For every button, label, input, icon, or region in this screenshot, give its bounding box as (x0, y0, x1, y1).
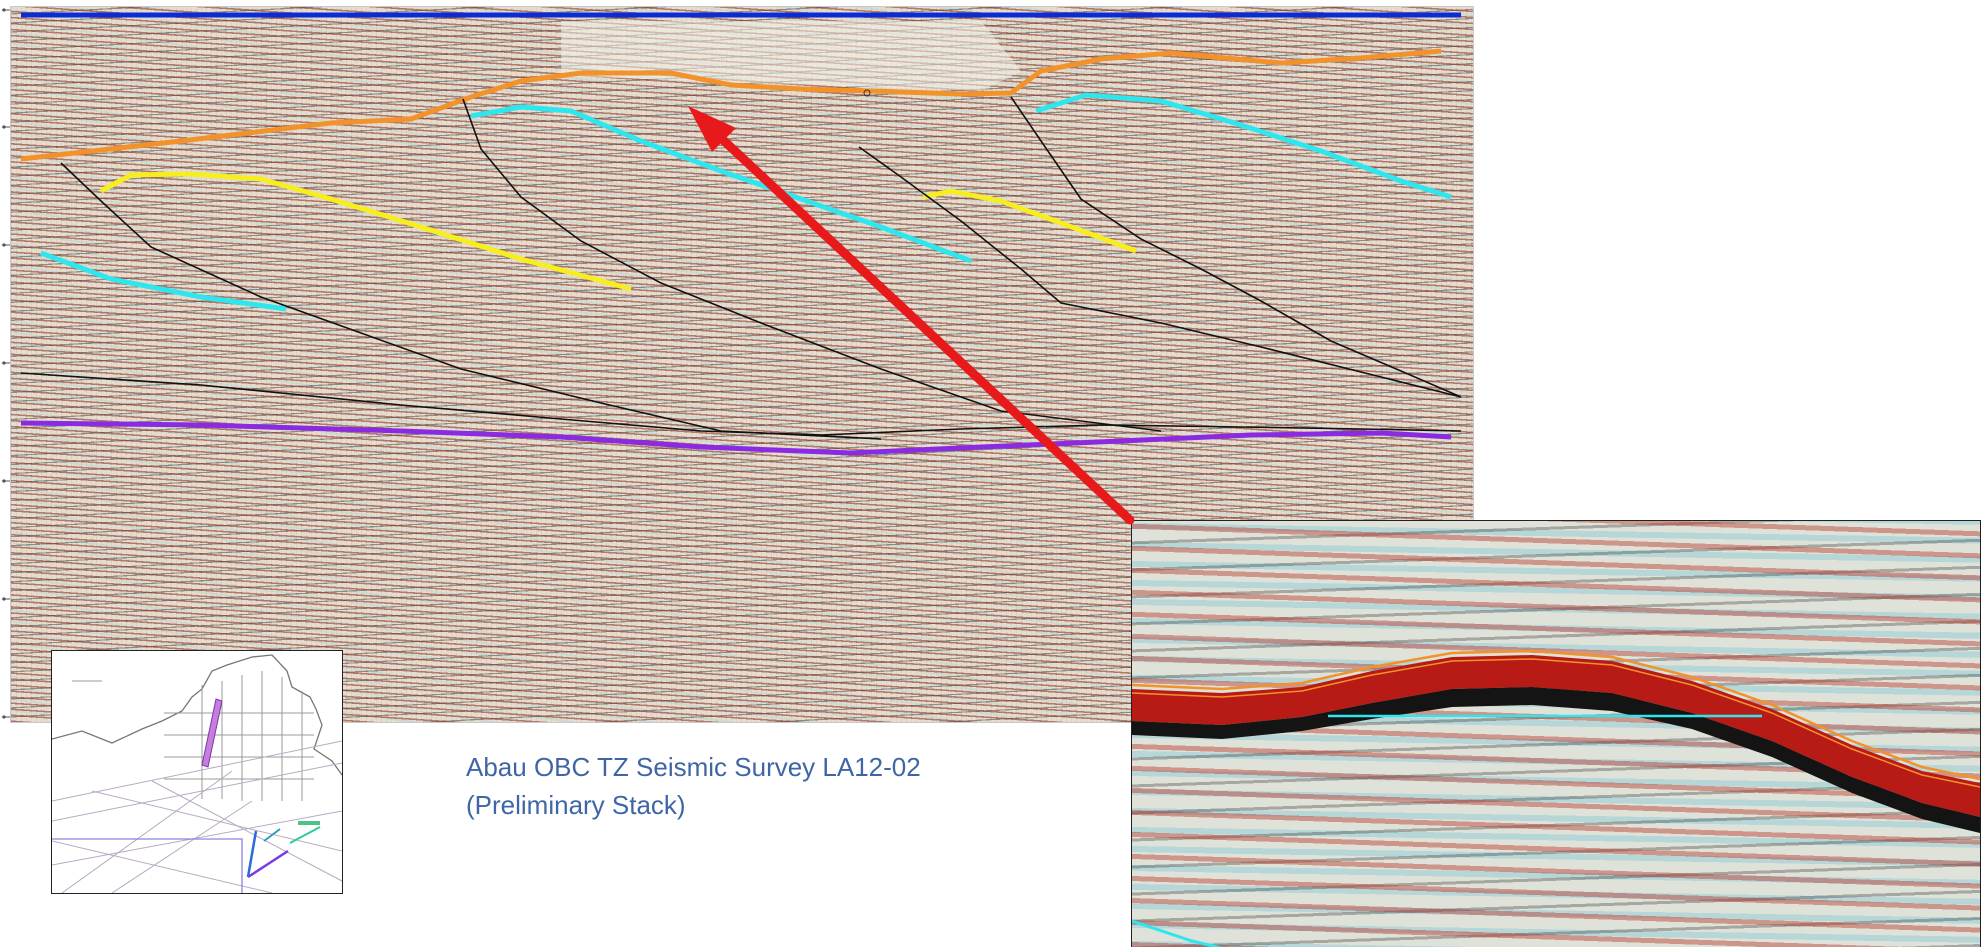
highlighted-survey-line (201, 698, 223, 768)
inset-black-reflector (1132, 687, 1980, 833)
inset-strong-reflector (1132, 655, 1980, 817)
fault-1 (60, 162, 882, 440)
interpretation-overlay (20, 12, 1462, 456)
yellow-horizon-1 (99, 171, 632, 292)
cyan-horizon-3 (1035, 92, 1452, 200)
inset-overlay (1132, 649, 1980, 947)
inset-cyan-horizon-lower (1132, 919, 1224, 947)
horizon-pick-marker (863, 89, 871, 97)
fault-4 (1010, 96, 1462, 398)
coastline (52, 654, 342, 776)
zoom-inset (1131, 520, 1981, 947)
orange-horizon (20, 48, 1442, 162)
inset-orange-horizon (1132, 649, 1980, 781)
inset-orange-horizon-lower (1132, 658, 1980, 788)
arrow-shaft (701, 119, 1135, 525)
yellow-horizon-2 (922, 188, 1137, 254)
time-axis-ticks (2, 8, 10, 719)
block-boundary (52, 838, 243, 893)
caption-line-1: Abau OBC TZ Seismic Survey LA12-02 (466, 752, 921, 782)
cyan-horizon-2 (470, 104, 972, 264)
figure-caption: Abau OBC TZ Seismic Survey LA12-02 (Prel… (466, 748, 921, 824)
fault-3 (858, 146, 1462, 398)
location-map (51, 650, 343, 894)
survey-line-map (52, 654, 342, 893)
fault-2 (462, 98, 1162, 432)
cyan-horizon-1 (40, 250, 287, 312)
detachment-fault (20, 372, 1462, 436)
arrow-head-icon (688, 106, 736, 152)
purple-horizon (20, 420, 1452, 456)
caption-line-2: (Preliminary Stack) (466, 790, 686, 820)
